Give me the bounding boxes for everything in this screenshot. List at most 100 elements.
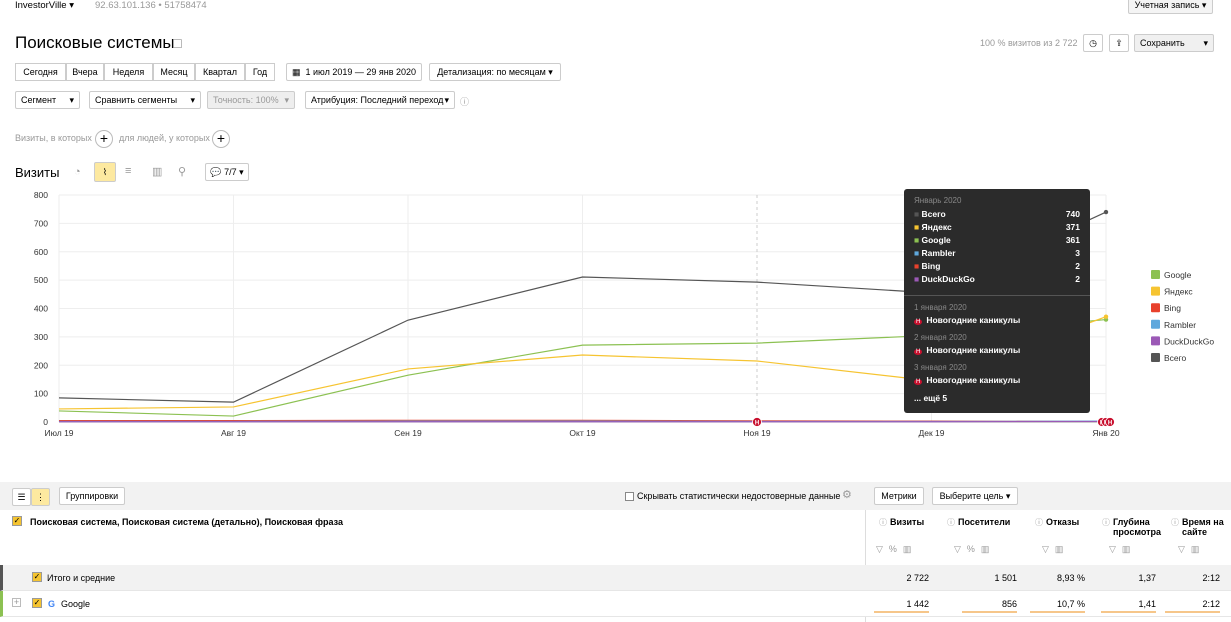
tooltip-value: 3 [1075, 248, 1080, 258]
dropdown-arrow[interactable]: ▾ [190, 94, 195, 105]
row-label[interactable]: Google [61, 599, 91, 609]
date-range[interactable]: 1 июл 2019 — 29 янв 2020 [305, 67, 417, 77]
help-icon[interactable]: ⓘ [460, 97, 470, 107]
column-tools: ▽▥ [1178, 544, 1206, 554]
tree-view[interactable]: ⋮ [31, 488, 50, 506]
column-icon: ⓘ [947, 518, 955, 527]
filter-button[interactable]: Атрибуция: Последний переход ▾ [305, 91, 455, 109]
detail-label[interactable]: Детализация: по месяцам [437, 67, 546, 77]
tooltip-swatch: ■ [914, 209, 922, 219]
column-tools: ▽%▥ [876, 544, 918, 554]
tooltip-series: ■ Bing [914, 261, 940, 271]
tooltip-value: 740 [1065, 209, 1080, 219]
event-name: Н Новогодние каникулы [914, 345, 1020, 355]
metrics-label[interactable]: Метрики [881, 491, 917, 501]
detail-button[interactable]: Детализация: по месяцам ▾ [429, 63, 561, 81]
period-button[interactable]: Год [245, 63, 275, 81]
save-label[interactable]: Сохранить [1140, 38, 1185, 48]
history-button[interactable]: ◷ [1083, 34, 1103, 52]
add-people-condition[interactable]: + [212, 130, 230, 148]
x-tick-label: Окт 19 [569, 428, 595, 438]
save-button[interactable]: Сохранить ▾ [1134, 34, 1214, 52]
site-name[interactable]: InvestorVille [15, 0, 67, 11]
groupings-button[interactable]: Группировки [59, 487, 125, 505]
x-tick-label: Янв 20 [1092, 428, 1119, 438]
groupings-label[interactable]: Группировки [65, 491, 119, 501]
x-tick-label: Дек 19 [918, 428, 944, 438]
period-button[interactable]: Неделя [104, 63, 153, 81]
dropdown-arrow[interactable]: ▾ [69, 94, 74, 105]
y-tick-label: 600 [34, 247, 48, 257]
tooltip-series-name: DuckDuckGo [921, 274, 975, 284]
site-selector[interactable]: InvestorVille ▾ [15, 0, 74, 11]
event-date: 1 января 2020 [914, 303, 967, 312]
period-button[interactable]: Вчера [66, 63, 104, 81]
tooltip-swatch: ■ [914, 248, 922, 258]
y-tick-label: 400 [34, 304, 48, 314]
tooltip-series-name: Rambler [921, 248, 956, 258]
column-header[interactable]: Визиты [890, 517, 925, 527]
event-badge: Н [914, 349, 923, 355]
period-button[interactable]: Сегодня [15, 63, 66, 81]
segment-people: для людей, у которых [119, 133, 210, 143]
account-label[interactable]: Учетная запись [1134, 0, 1200, 10]
filter-label[interactable]: Точность: 100% [213, 95, 279, 105]
column-icon: ⓘ [879, 518, 887, 527]
hide-label[interactable]: Скрывать статистически недостоверные дан… [637, 491, 841, 501]
area-icon[interactable]: ≡ [125, 165, 132, 177]
dropdown-arrow[interactable]: ▾ [444, 94, 449, 105]
expand-icon[interactable]: + [12, 597, 21, 607]
goal-label[interactable]: Выберите цель [939, 491, 1004, 501]
tooltip-series: ■ Rambler [914, 248, 956, 258]
column-header[interactable]: Время на сайте [1182, 517, 1224, 537]
dimension-checkbox[interactable]: ✓ [12, 516, 22, 526]
add-visit-condition[interactable]: + [95, 130, 113, 148]
pie-icon[interactable]: ◔ [74, 166, 81, 178]
filter-button[interactable]: Сравнить сегменты ▾ [89, 91, 201, 109]
column-header[interactable]: Глубина просмотра [1113, 517, 1162, 537]
export-button[interactable]: ⇪ [1109, 34, 1129, 52]
filter-label[interactable]: Сегмент [21, 95, 57, 105]
notes-button[interactable]: 💬 7/7 ▾ [205, 163, 249, 181]
tooltip-swatch: ■ [914, 222, 922, 232]
x-tick-label: Июл 19 [44, 428, 73, 438]
tooltip-swatch: ■ [914, 261, 922, 271]
bookmark-icon[interactable]: ☐ [172, 37, 183, 51]
row-label: Итого и средние [47, 573, 116, 583]
cell-value: 2:12 [1202, 599, 1220, 609]
cell-value: 1 442 [906, 599, 929, 609]
column-icon: ⓘ [1171, 518, 1179, 527]
line-chart-button[interactable]: ⌇ [94, 162, 116, 182]
period-button[interactable]: Месяц [153, 63, 195, 81]
date-range-button[interactable]: ▦ 1 июл 2019 — 29 янв 2020 [286, 63, 422, 81]
row-checkbox[interactable]: ✓ [32, 572, 42, 582]
cell-value: 8,93 % [1056, 573, 1085, 583]
cell-value: 2 722 [906, 573, 929, 583]
filter-label[interactable]: Атрибуция: Последний переход [311, 95, 444, 105]
chart: 0 100 200 300 400 500 600 700 800 Июл 19 Авг 19 Сен… [34, 190, 1215, 438]
goal-button[interactable]: Выберите цель ▾ [932, 487, 1018, 505]
tooltip-swatch: ■ [914, 235, 922, 245]
legend-label: Bing [1164, 303, 1181, 313]
column-header[interactable]: Посетители [958, 517, 1011, 527]
flat-view[interactable]: ☰ [12, 488, 31, 506]
settings-icon[interactable]: ⚙ [842, 489, 852, 501]
metrics-button[interactable]: Метрики [874, 487, 924, 505]
y-tick-label: 200 [34, 360, 48, 370]
column-header[interactable]: Отказы [1046, 517, 1080, 527]
tooltip-value: 2 [1075, 274, 1080, 284]
filter-label[interactable]: Сравнить сегменты [95, 95, 178, 105]
filter-button[interactable]: Точность: 100% ▾ [207, 91, 295, 109]
tooltip-series: ■ Всего [914, 209, 946, 219]
bar-icon[interactable]: ▥ [152, 166, 163, 178]
dropdown-arrow[interactable]: ▾ [284, 94, 289, 105]
filter-button[interactable]: Сегмент ▾ [15, 91, 80, 109]
period-button[interactable]: Квартал [195, 63, 245, 81]
hide-checkbox[interactable] [625, 492, 634, 501]
event-label: Новогодние каникулы [926, 315, 1021, 325]
table-toolbar [0, 482, 1231, 510]
account-button[interactable]: Учетная запись ▾ [1128, 0, 1213, 14]
row-checkbox[interactable]: ✓ [32, 598, 42, 608]
map-icon[interactable]: ⚲ [178, 166, 187, 178]
series-count[interactable]: 7/7 [224, 167, 237, 177]
